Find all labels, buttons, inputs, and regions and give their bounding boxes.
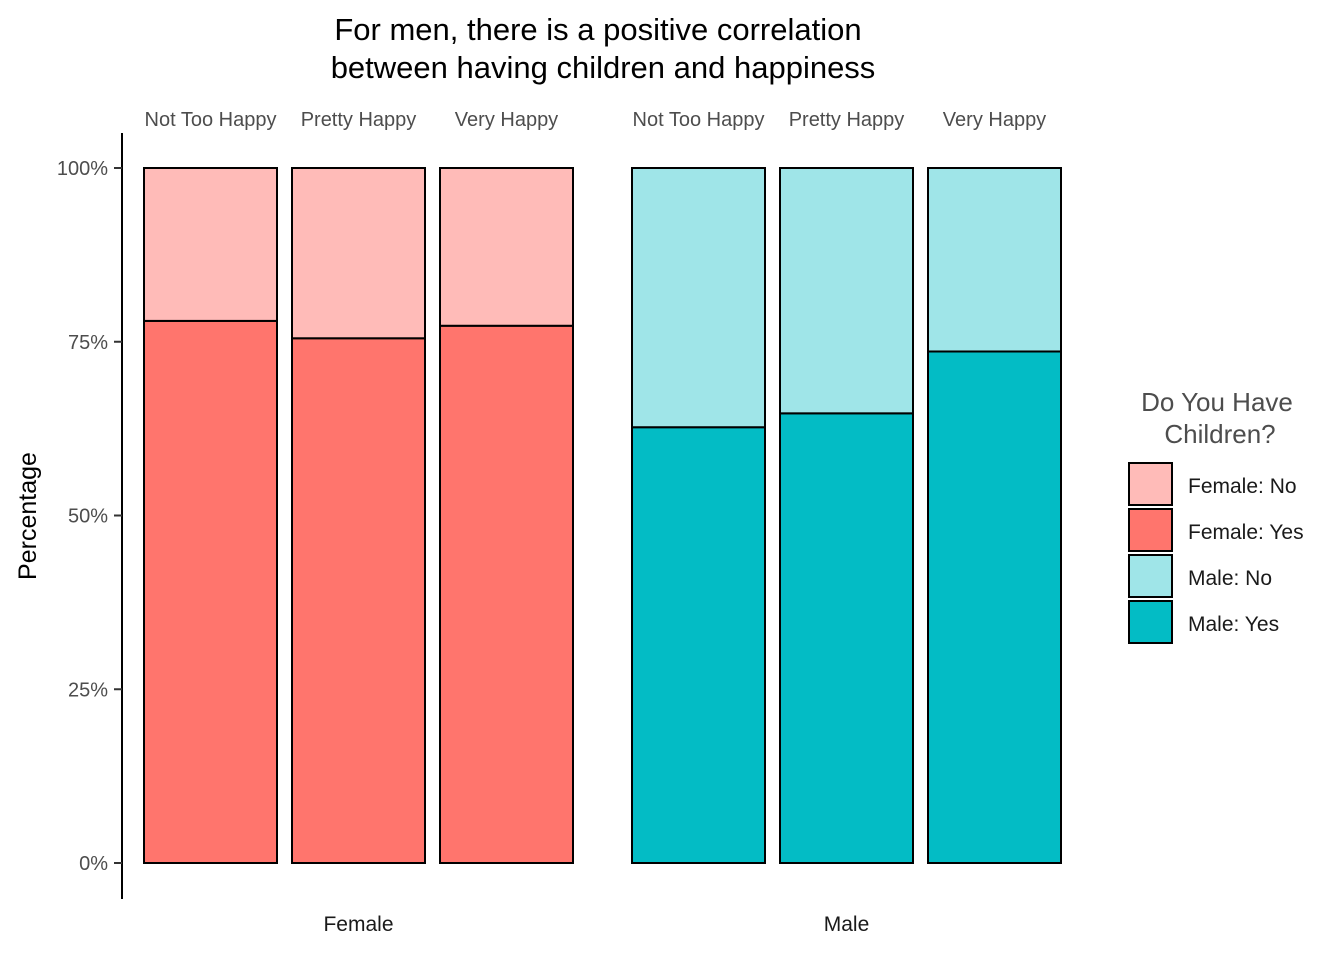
legend-title-line-2: Children? [1164, 419, 1275, 449]
legend-swatch [1128, 600, 1173, 644]
category-label: Pretty Happy [789, 109, 905, 131]
category-label: Very Happy [943, 109, 1046, 131]
category-label: Pretty Happy [301, 109, 417, 131]
bars-layer [143, 167, 1062, 864]
group-label: Female [323, 913, 393, 936]
category-label: Very Happy [455, 109, 558, 131]
facet-labels: Not Too Happy Pretty Happy Very Happy Not T… [145, 109, 1047, 131]
bar-segment [927, 167, 1062, 353]
bar-segment [631, 167, 766, 429]
legend-label: Female: No [1188, 475, 1297, 498]
chart-title-line-1: For men, there is a positive correlation [334, 12, 861, 47]
bar-segment [779, 167, 914, 415]
bar-segment [291, 167, 426, 340]
bar-segment [927, 350, 1062, 864]
group-labels: Female Male [323, 913, 869, 936]
y-axis-ticks: 0% 25% 50% 75% 100% [57, 158, 122, 875]
legend-label: Female: Yes [1188, 521, 1304, 544]
bar-segment [143, 319, 278, 864]
y-tick-label: 0% [79, 853, 108, 875]
y-tick-label: 25% [68, 679, 108, 701]
category-label: Not Too Happy [633, 109, 765, 131]
legend-swatch [1128, 554, 1173, 598]
bar-segment [631, 426, 766, 864]
y-tick-label: 75% [68, 332, 108, 354]
legend-title-line-1: Do You Have [1141, 387, 1293, 417]
bar-segment [439, 167, 574, 327]
legend-swatch [1128, 462, 1173, 506]
group-label: Male [824, 913, 870, 936]
bar-segment [439, 324, 574, 864]
bar-segment [143, 167, 278, 322]
category-label: Not Too Happy [145, 109, 277, 131]
legend-items: Female: No Female: Yes Male: No Male: Yes [1128, 462, 1304, 644]
legend: Do You Have Children? Female: NoFemale: … [1128, 387, 1304, 644]
legend-label: Male: No [1188, 567, 1272, 590]
bar-segment [779, 412, 914, 864]
legend-label: Male: Yes [1188, 613, 1279, 636]
legend-swatch [1128, 508, 1173, 552]
y-axis-title: Percentage [14, 452, 42, 580]
y-tick-label: 50% [68, 506, 108, 528]
chart-title-line-2: between having children and happiness [331, 50, 876, 85]
y-tick-label: 100% [57, 158, 108, 180]
bar-segment [291, 337, 426, 864]
